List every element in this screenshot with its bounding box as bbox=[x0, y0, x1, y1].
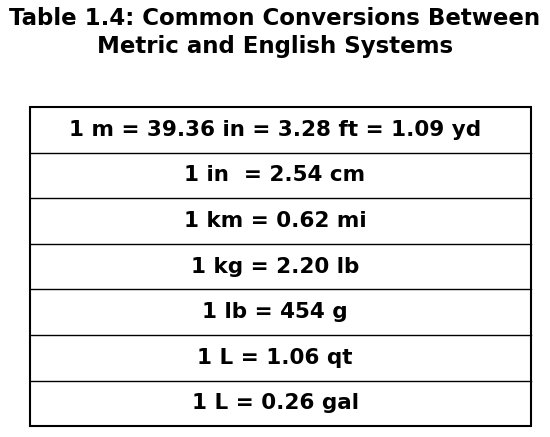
Text: 1 kg = 2.20 lb: 1 kg = 2.20 lb bbox=[191, 257, 359, 277]
Text: 1 km = 0.62 mi: 1 km = 0.62 mi bbox=[184, 211, 366, 231]
Text: 1 L = 0.26 gal: 1 L = 0.26 gal bbox=[191, 393, 359, 413]
Bar bbox=[30, 107, 531, 426]
Text: Table 1.4: Common Conversions Between
Metric and English Systems: Table 1.4: Common Conversions Between Me… bbox=[9, 7, 541, 58]
Text: 1 lb = 454 g: 1 lb = 454 g bbox=[202, 302, 348, 322]
Text: 1 L = 1.06 qt: 1 L = 1.06 qt bbox=[197, 348, 353, 368]
Text: 1 m = 39.36 in = 3.28 ft = 1.09 yd: 1 m = 39.36 in = 3.28 ft = 1.09 yd bbox=[69, 120, 481, 140]
Text: 1 in  = 2.54 cm: 1 in = 2.54 cm bbox=[184, 166, 366, 185]
